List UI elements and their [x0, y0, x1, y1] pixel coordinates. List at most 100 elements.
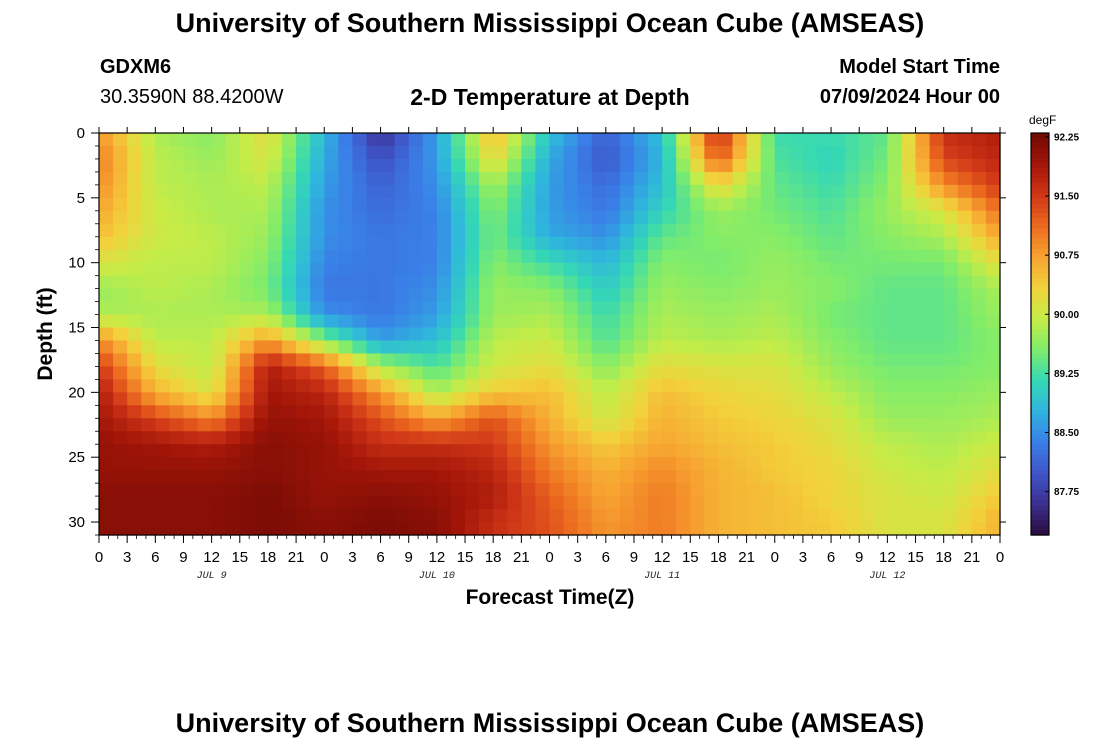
heatmap-cell [648, 249, 663, 264]
heatmap-cell [591, 522, 607, 536]
heatmap-cell [633, 288, 649, 303]
colorbar-segment [1031, 489, 1049, 496]
heatmap-cell [324, 418, 339, 432]
heatmap-cell [788, 405, 804, 419]
heatmap-cell [957, 184, 973, 199]
heatmap-cell [366, 275, 382, 290]
colorbar-segment [1031, 193, 1049, 199]
heatmap-cell [605, 431, 621, 445]
heatmap-cell [633, 301, 649, 316]
heatmap-cell [155, 379, 170, 393]
heatmap-cell [338, 288, 354, 303]
heatmap-cell [788, 133, 804, 147]
heatmap-cell [591, 353, 607, 368]
heatmap-cell [760, 470, 776, 484]
heatmap-cell [225, 158, 241, 173]
heatmap-cell [549, 275, 565, 290]
heatmap-cell [760, 522, 776, 536]
heatmap-cell [957, 171, 973, 186]
heatmap-cell [887, 405, 903, 419]
heatmap-cell [113, 314, 128, 329]
heatmap-cell [633, 353, 649, 368]
heatmap-cell [394, 275, 410, 290]
heatmap-cell [493, 418, 508, 432]
heatmap-cell [887, 171, 903, 186]
heatmap-cell [127, 366, 142, 380]
heatmap-cell [690, 366, 705, 380]
heatmap-cell [845, 314, 860, 329]
heatmap-cell [915, 249, 931, 264]
heatmap-cell [831, 340, 846, 355]
heatmap-cell [831, 470, 846, 484]
heatmap-cell [816, 496, 832, 510]
heatmap-cell [352, 483, 368, 497]
heatmap-cell [352, 314, 368, 329]
heatmap-cell [577, 340, 593, 355]
heatmap-cell [465, 288, 480, 303]
heatmap-cell [197, 470, 213, 484]
heatmap-cell [859, 496, 874, 510]
heatmap-cell [211, 288, 227, 303]
heatmap-cell [873, 353, 888, 368]
heatmap-cell [465, 158, 480, 173]
heatmap-cell [774, 314, 790, 329]
x-axis: 0 3 6 9 12 15 18 21 0 3 6 9 12 15 18 21 0 3 6 9 12 15 18 21 0 3 6 9… [95, 127, 1004, 582]
heatmap-cell [831, 288, 846, 303]
heatmap-cell [802, 158, 818, 173]
heatmap-cell [422, 314, 438, 329]
heatmap-cell [422, 366, 438, 380]
heatmap-cell [746, 171, 762, 186]
heatmap-cell [873, 418, 888, 432]
heatmap-cell [141, 522, 156, 536]
heatmap-cell [831, 379, 846, 393]
x-tick-label: 3 [573, 549, 581, 566]
heatmap-cell [619, 418, 635, 432]
heatmap-cell [99, 457, 114, 471]
colorbar-segment [1031, 168, 1049, 174]
heatmap-cell [873, 392, 888, 406]
heatmap-cell [155, 470, 170, 484]
heatmap-cell [985, 457, 1001, 471]
heatmap-cell [324, 171, 339, 186]
heatmap-cell [324, 236, 339, 251]
heatmap-cell [211, 133, 227, 147]
heatmap-cell [225, 457, 241, 471]
heatmap-cell [296, 327, 311, 342]
heatmap-cell [324, 275, 339, 290]
heatmap-cell [957, 405, 973, 419]
heatmap-cell [732, 301, 748, 316]
heatmap-cell [831, 197, 846, 212]
heatmap-cell [746, 275, 762, 290]
heatmap-cell [943, 184, 959, 199]
heatmap-cell [422, 301, 438, 316]
heatmap-cell [436, 133, 452, 147]
heatmap-cell [267, 418, 283, 432]
heatmap-cell [591, 184, 607, 199]
heatmap-cell [662, 184, 677, 199]
colorbar-segment [1031, 198, 1049, 204]
heatmap-cell [662, 509, 677, 523]
heatmap-cell [338, 418, 354, 432]
heatmap-cell [155, 496, 170, 510]
heatmap-cell [633, 457, 649, 471]
colorbar-segment [1031, 213, 1049, 220]
heatmap-cell [619, 353, 635, 368]
heatmap-cell [788, 210, 804, 225]
heatmap-cell [971, 301, 987, 316]
heatmap-cell [577, 275, 593, 290]
heatmap-cell [760, 340, 776, 355]
heatmap-cell [788, 353, 804, 368]
heatmap-cell [760, 392, 776, 406]
heatmap-cell [746, 184, 762, 199]
heatmap-cell [662, 366, 677, 380]
heatmap-cell [619, 145, 635, 160]
heatmap-cell [380, 392, 396, 406]
heatmap-cell [535, 431, 551, 445]
heatmap-cell [619, 379, 635, 393]
heatmap-cell [465, 457, 480, 471]
colorbar-segment [1031, 233, 1049, 240]
heatmap-cell [352, 496, 368, 510]
heatmap-cell [816, 340, 832, 355]
heatmap-cell [873, 210, 888, 225]
x-tick-label: 12 [654, 549, 671, 566]
